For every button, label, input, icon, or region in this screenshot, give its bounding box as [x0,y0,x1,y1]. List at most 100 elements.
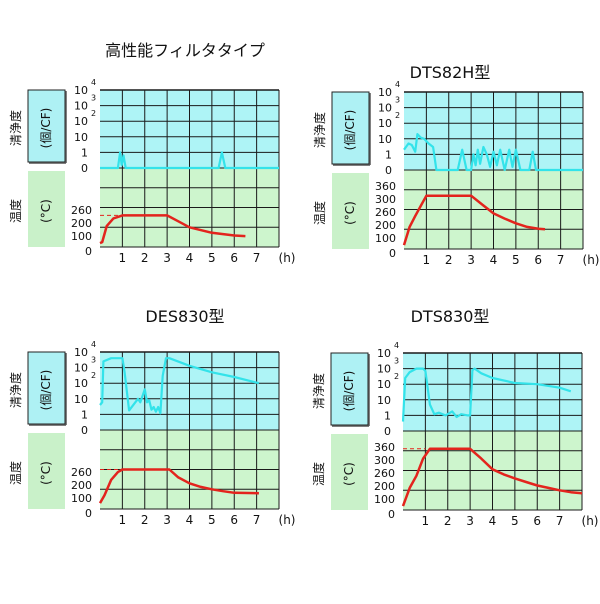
temp-unit-label: (°C) [342,462,356,486]
temp-tick-label: 260 [71,204,92,217]
x-unit-label: (h) [279,513,296,527]
clean-tick-label: 0 [384,425,391,438]
clean-tick-label: 10 [378,86,392,99]
chart-title: DTS82H型 [410,63,491,82]
x-tick-label: 4 [490,253,498,267]
temp-axis-label: 温度 [311,462,326,486]
clean-tick-label: 10 [378,133,392,146]
x-unit-label: (h) [582,514,599,528]
x-tick-label: 7 [557,253,565,267]
temp-tick-label: 100 [71,230,92,243]
x-unit-label: (h) [279,251,296,265]
temp-tick-label: 100 [375,232,396,245]
temp-unit-label: (°C) [39,199,53,223]
chart-title: DES830型 [145,307,224,326]
temp-tick-label: 200 [375,219,396,232]
x-tick-label: 2 [444,514,452,528]
clean-tick-exponent: 3 [91,94,96,103]
temp-tick-label: 0 [85,245,92,258]
temp-tick-label: 0 [389,247,396,260]
x-tick-label: 4 [186,513,194,527]
clean-axis-label: 清浄度 [312,112,327,148]
temp-tick-label: 0 [388,508,395,521]
clean-tick-label: 10 [377,363,391,376]
chart-title: DTS830型 [411,307,490,326]
clean-tick-label: 1 [385,148,392,161]
x-tick-label: 1 [119,513,127,527]
clean-tick-label: 10 [74,131,88,144]
x-tick-label: 3 [163,251,171,265]
temp-axis-label: 温度 [8,461,23,485]
clean-tick-label: 10 [377,394,391,407]
temp-tick-label: 260 [374,467,395,480]
clean-tick-label: 10 [74,115,88,128]
temp-tick-label: 300 [374,454,395,467]
clean-tick-label: 0 [81,424,88,437]
chart-panel: DTS830型清浄度(個/CF)温度(°C)104103102101036030… [311,307,598,528]
x-tick-label: 1 [119,251,127,265]
clean-tick-exponent: 2 [395,111,400,120]
clean-unit-label: (個/CF) [343,110,357,151]
x-tick-label: 3 [467,253,475,267]
temp-tick-label: 360 [375,180,396,193]
clean-tick-label: 10 [74,362,88,375]
x-unit-label: (h) [583,253,600,267]
clean-tick-exponent: 4 [395,80,400,89]
x-tick-label: 4 [489,514,497,528]
clean-tick-label: 10 [74,84,88,97]
clean-tick-exponent: 3 [394,357,399,366]
temp-tick-label: 100 [71,492,92,505]
clean-unit-label: (個/CF) [39,108,53,149]
clean-tick-label: 10 [74,346,88,359]
temp-axis-label: 温度 [312,201,327,225]
chart-panel: 高性能フィルタタイプ清浄度(個/CF)温度(°C)104103102101026… [8,41,295,265]
x-tick-label: 2 [141,513,149,527]
clean-axis-label: 清浄度 [8,372,23,408]
x-tick-label: 5 [511,514,519,528]
x-tick-label: 6 [534,253,542,267]
clean-axis-label: 清浄度 [8,110,23,146]
clean-tick-label: 1 [384,409,391,422]
x-tick-label: 5 [208,251,216,265]
temp-tick-label: 300 [375,193,396,206]
x-tick-label: 4 [186,251,194,265]
clean-tick-label: 0 [81,162,88,175]
clean-tick-label: 10 [378,102,392,115]
chart-title: 高性能フィルタタイプ [105,41,265,60]
clean-tick-label: 10 [377,378,391,391]
temp-tick-label: 0 [85,507,92,520]
x-tick-label: 6 [230,251,238,265]
x-tick-label: 5 [512,253,520,267]
clean-tick-label: 0 [385,164,392,177]
x-tick-label: 5 [208,513,216,527]
temp-tick-label: 200 [71,217,92,230]
temp-tick-label: 200 [71,479,92,492]
x-tick-label: 6 [230,513,238,527]
x-tick-label: 1 [423,253,431,267]
temp-tick-label: 360 [374,441,395,454]
clean-tick-label: 10 [377,347,391,360]
clean-tick-label: 10 [74,377,88,390]
temp-tick-label: 200 [374,480,395,493]
chart-panel: DTS82H型清浄度(個/CF)温度(°C)104103102101036030… [312,63,599,267]
chart-panel: DES830型清浄度(個/CF)温度(°C)104103102101026020… [8,307,295,527]
x-tick-label: 3 [163,513,171,527]
x-tick-label: 7 [253,251,261,265]
clean-tick-exponent: 4 [91,340,96,349]
clean-tick-label: 1 [81,146,88,159]
x-tick-label: 6 [533,514,541,528]
x-tick-label: 2 [445,253,453,267]
clean-tick-exponent: 2 [91,109,96,118]
temp-tick-label: 260 [71,466,92,479]
temp-tick-label: 260 [375,206,396,219]
clean-tick-exponent: 2 [91,371,96,380]
x-tick-label: 7 [556,514,564,528]
clean-axis-label: 清浄度 [311,373,326,409]
clean-tick-label: 10 [74,393,88,406]
x-tick-label: 7 [253,513,261,527]
clean-tick-exponent: 3 [91,356,96,365]
clean-tick-exponent: 2 [394,372,399,381]
temp-tick-label: 100 [374,493,395,506]
clean-tick-exponent: 4 [91,78,96,87]
x-tick-label: 3 [466,514,474,528]
